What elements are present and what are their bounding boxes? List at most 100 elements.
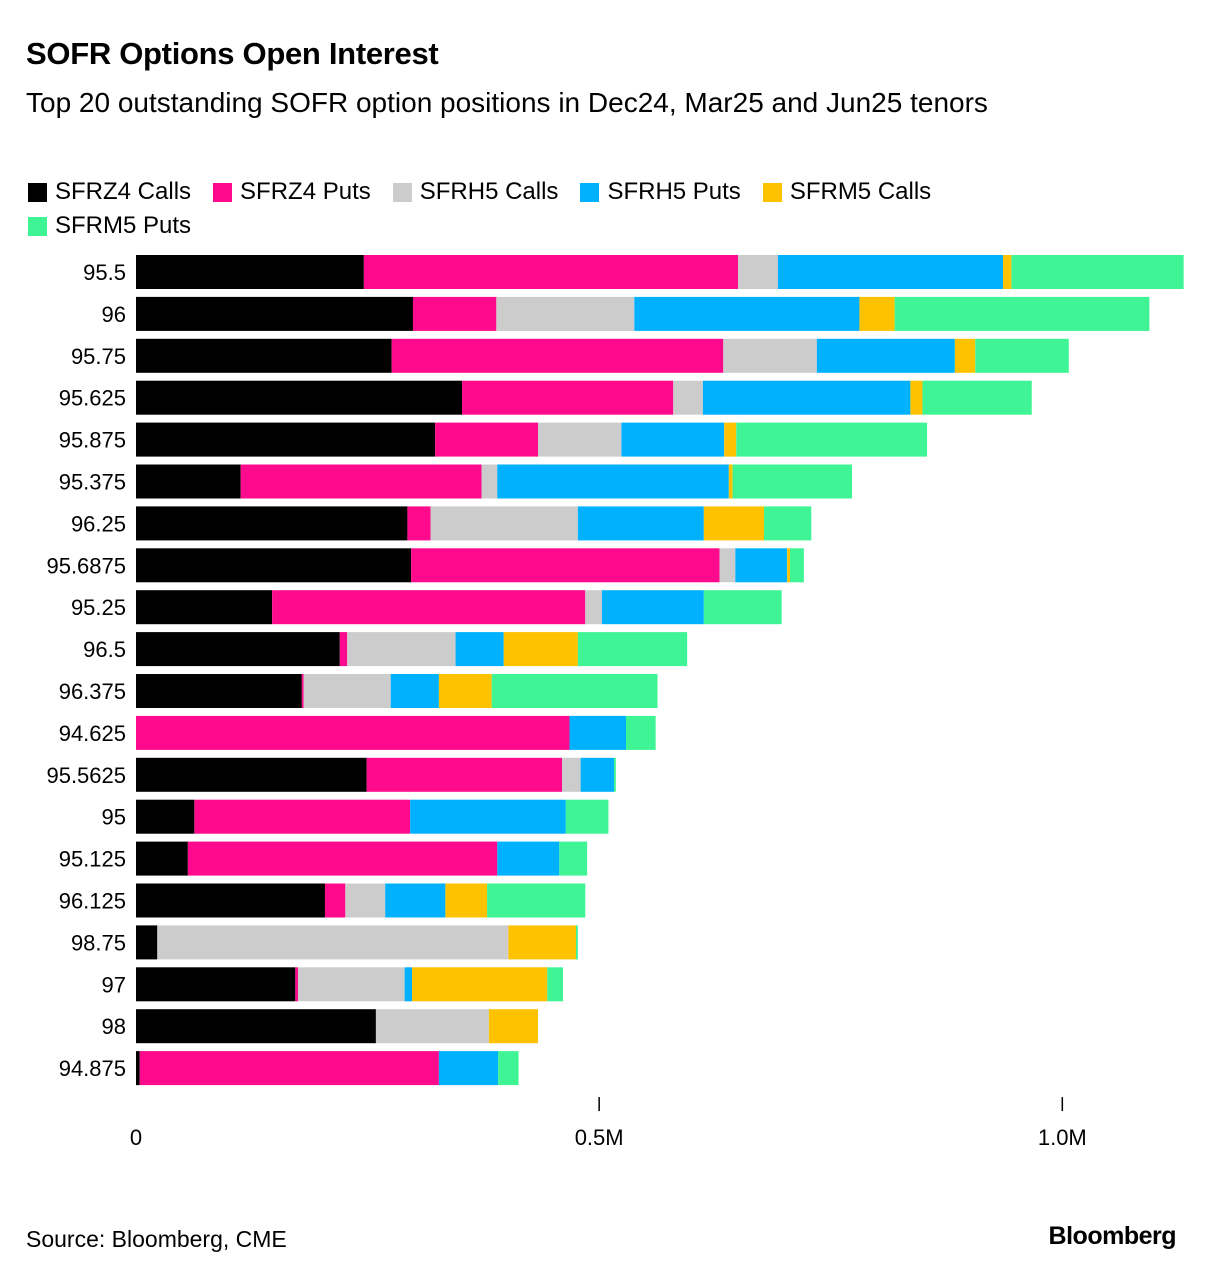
legend-label-sfrm5-puts: SFRM5 Puts <box>55 212 192 239</box>
source-note: Source: Bloomberg, CME <box>26 1226 287 1252</box>
category-label: 96.5 <box>83 637 126 662</box>
bar-segment-sfrh5-calls-95-75: SFRH5 Calls 95.75: 101000 <box>723 338 817 373</box>
bar-segment-sfrz4-puts-95-75: SFRZ4 Puts 95.75: 358000 <box>391 338 724 373</box>
bar-segment-sfrm5-puts-98-75: SFRM5 Puts 98.75: 2000 <box>576 925 578 960</box>
category-label: 95.25 <box>71 595 126 620</box>
bar-segment-sfrz4-calls-95-75: SFRZ4 Calls 95.75: 276000 <box>136 338 392 373</box>
bar-segment-sfrh5-puts-96: SFRH5 Puts 96: 243000 <box>634 296 860 331</box>
category-label: 95.875 <box>59 428 126 453</box>
legend-swatch-sfrz4-calls <box>28 182 47 202</box>
bar-segment-sfrz4-calls-95-875: SFRZ4 Calls 95.875: 323000 <box>136 422 436 457</box>
category-label: 94.875 <box>59 1056 126 1081</box>
bar-segment-sfrm5-puts-97: SFRM5 Puts 97: 17000 <box>547 967 564 1002</box>
category-label: 95.375 <box>59 470 126 495</box>
x-tick-label-0: 0 <box>130 1125 142 1150</box>
category-label: 95.75 <box>71 344 126 369</box>
bar-segment-sfrm5-puts-96-25: SFRM5 Puts 96.25: 51000 <box>764 506 812 541</box>
bar-row-96-375: 96.375 SFRZ4 Calls 96.375: 179000SFRZ4 Pu… <box>59 674 658 708</box>
bar-row-94-875: 94.875 SFRZ4 Calls 94.875: 4000SFRZ4 Puts… <box>59 1051 519 1086</box>
bar-segment-sfrz4-calls-98-75: SFRZ4 Calls 98.75: 23000 <box>136 925 158 960</box>
bar-segment-sfrz4-puts-97: SFRZ4 Puts 97: 3000 <box>295 967 299 1002</box>
bar-segment-sfrz4-calls-98: SFRZ4 Calls 98: 259000 <box>136 1009 376 1044</box>
category-label: 95.5 <box>83 260 126 285</box>
legend-item-sfrz4-calls: SFRZ4 Calls <box>28 178 191 206</box>
bar-row-96-5: 96.5 SFRZ4 Calls 96.5: 220000SFRZ4 Puts 9… <box>83 632 688 667</box>
bar-segment-sfrz4-puts-95-5: SFRZ4 Puts 95.5: 404000 <box>363 255 739 289</box>
bar-segment-sfrm5-puts-94-875: SFRM5 Puts 94.875: 22000 <box>498 1051 519 1086</box>
bar-segment-sfrm5-calls-95-625: SFRM5 Calls 95.625: 13000 <box>910 380 923 415</box>
bar-row-95-75: 95.75 SFRZ4 Calls 95.75: 276000SFRZ4 Puts… <box>71 338 1069 373</box>
bar-segment-sfrh5-calls-96-375: SFRH5 Calls 96.375: 94000 <box>303 674 391 708</box>
bar-row-95: 95 SFRZ4 Calls 95: 63000SFRZ4 Puts 95: 23… <box>102 799 609 834</box>
bar-segment-sfrz4-calls-96-5: SFRZ4 Calls 96.5: 220000 <box>136 632 340 667</box>
bar-segment-sfrh5-calls-95-625: SFRH5 Calls 95.625: 32000 <box>673 380 703 415</box>
bar-segment-sfrz4-calls-95-125: SFRZ4 Calls 95.125: 56000 <box>136 841 188 876</box>
category-label: 95.125 <box>59 847 126 872</box>
bar-segment-sfrz4-calls-95: SFRZ4 Calls 95: 63000 <box>136 799 195 834</box>
bar-segment-sfrm5-calls-96-5: SFRM5 Calls 96.5: 80000 <box>503 632 578 667</box>
bar-segment-sfrm5-puts-96-5: SFRM5 Puts 96.5: 118000 <box>577 632 688 667</box>
category-label: 95.6875 <box>46 553 126 578</box>
category-label: 96.25 <box>71 511 126 536</box>
bar-segment-sfrm5-calls-95-75: SFRM5 Calls 95.75: 22000 <box>954 338 976 373</box>
category-label: 95.5625 <box>46 763 126 788</box>
bar-segment-sfrz4-puts-96-25: SFRZ4 Puts 96.25: 25000 <box>407 506 431 541</box>
legend-label-sfrz4-puts: SFRZ4 Puts <box>240 178 371 205</box>
bar-segment-sfrh5-puts-96-5: SFRH5 Puts 96.5: 52000 <box>455 632 504 667</box>
bar-segment-sfrm5-calls-98-75: SFRM5 Calls 98.75: 73000 <box>508 925 576 960</box>
category-label: 98.75 <box>71 930 126 955</box>
bar-segment-sfrh5-calls-95-6875: SFRH5 Calls 95.6875: 17000 <box>719 548 736 583</box>
bar-row-95-5: 95.5 SFRZ4 Calls 95.5: 246000SFRZ4 Puts 9… <box>83 255 1184 289</box>
bar-segment-sfrz4-calls-96: SFRZ4 Calls 96: 299000 <box>136 296 413 331</box>
x-tick-label-0-5m: 0.5M <box>575 1125 624 1150</box>
legend-swatch-sfrz4-puts <box>213 182 233 202</box>
bar-segment-sfrm5-calls-96-125: SFRM5 Calls 96.125: 45000 <box>445 883 488 918</box>
category-label: 94.625 <box>59 721 126 746</box>
bar-row-96-125: 96.125 SFRZ4 Calls 96.125: 204000SFRZ4 Pu… <box>59 883 586 918</box>
legend-item-sfrm5-puts: SFRM5 Puts <box>28 212 191 240</box>
bar-row-96-25: 96.25 SFRZ4 Calls 96.25: 293000SFRZ4 Puts… <box>71 506 812 541</box>
bar-segment-sfrm5-calls-95-875: SFRM5 Calls 95.875: 13000 <box>724 422 737 457</box>
category-label: 96 <box>102 302 126 327</box>
bar-segment-sfrm5-calls-96: SFRM5 Calls 96: 38000 <box>859 296 895 331</box>
legend-item-sfrh5-calls: SFRH5 Calls <box>392 178 559 206</box>
bar-segment-sfrm5-puts-94-625: SFRM5 Puts 94.625: 32000 <box>626 715 656 750</box>
bar-segment-sfrh5-calls-96-125: SFRH5 Calls 96.125: 43000 <box>345 883 386 918</box>
bar-segment-sfrz4-puts-96-125: SFRZ4 Puts 96.125: 22000 <box>324 883 346 918</box>
category-label: 98 <box>102 1014 126 1039</box>
bar-segment-sfrh5-puts-95-25: SFRH5 Puts 95.25: 110000 <box>601 590 704 625</box>
bar-segment-sfrh5-puts-95-5625: SFRH5 Puts 95.5625: 36000 <box>580 757 614 792</box>
bar-row-97: 97 SFRZ4 Calls 97: 172000SFRZ4 Puts 97: 3… <box>102 967 564 1002</box>
bar-segment-sfrz4-puts-95-5625: SFRZ4 Puts 95.5625: 211000 <box>366 757 563 792</box>
bar-row-95-25: 95.25 SFRZ4 Calls 95.25: 147000SFRZ4 Puts… <box>71 590 782 625</box>
bar-segment-sfrm5-puts-95-125: SFRM5 Puts 95.125: 30000 <box>559 841 588 876</box>
bar-segment-sfrh5-puts-94-625: SFRH5 Puts 94.625: 61000 <box>569 715 627 750</box>
bar-segment-sfrh5-calls-95-375: SFRH5 Calls 95.375: 17000 <box>481 464 498 499</box>
bar-segment-sfrz4-puts-96-5: SFRZ4 Puts 96.5: 8000 <box>339 632 348 667</box>
bar-segment-sfrh5-calls-96: SFRH5 Calls 96: 149000 <box>496 296 635 331</box>
bar-segment-sfrz4-calls-95-25: SFRZ4 Calls 95.25: 147000 <box>136 590 273 625</box>
bar-segment-sfrz4-calls-96-125: SFRZ4 Calls 96.125: 204000 <box>136 883 325 918</box>
bar-segment-sfrm5-puts-95-625: SFRM5 Puts 95.625: 118000 <box>922 380 1032 415</box>
bar-segment-sfrh5-puts-95: SFRH5 Puts 95: 168000 <box>410 799 566 834</box>
bar-segment-sfrm5-puts-95-75: SFRM5 Puts 95.75: 101000 <box>975 338 1069 373</box>
bar-segment-sfrh5-puts-95-875: SFRH5 Puts 95.875: 111000 <box>621 422 725 457</box>
bar-segment-sfrh5-calls-95-5625: SFRH5 Calls 95.5625: 20000 <box>562 757 581 792</box>
legend-swatch-sfrh5-calls <box>392 182 412 202</box>
bar-segment-sfrh5-puts-95-125: SFRH5 Puts 95.125: 67000 <box>497 841 560 876</box>
bar-segment-sfrm5-calls-96-25: SFRM5 Calls 96.25: 65000 <box>703 506 765 541</box>
legend-label-sfrh5-calls: SFRH5 Calls <box>419 178 559 205</box>
bar-segment-sfrm5-calls-95-375: SFRM5 Calls 95.375: 4000 <box>728 464 733 499</box>
bar-segment-sfrm5-calls-96-375: SFRM5 Calls 96.375: 57000 <box>438 674 492 708</box>
category-label: 96.125 <box>59 889 126 914</box>
bar-segment-sfrh5-puts-96-25: SFRH5 Puts 96.25: 136000 <box>577 506 704 541</box>
bar-segment-sfrm5-puts-95: SFRM5 Puts 95: 46000 <box>565 799 609 834</box>
bar-segment-sfrm5-puts-95-5: SFRM5 Puts 95.5: 186000 <box>1011 255 1184 289</box>
bar-segment-sfrz4-calls-95-6875: SFRZ4 Calls 95.6875: 297000 <box>136 548 412 583</box>
legend-label-sfrm5-calls: SFRM5 Calls <box>789 178 932 205</box>
bar-segment-sfrz4-calls-97: SFRZ4 Calls 97: 172000 <box>136 967 296 1002</box>
bar-segment-sfrm5-puts-96: SFRM5 Puts 96: 275000 <box>894 296 1150 331</box>
bar-row-95-125: 95.125 SFRZ4 Calls 95.125: 56000SFRZ4 Put… <box>59 841 588 876</box>
x-tick-label-1-0m: 1.0M <box>1038 1125 1087 1150</box>
bar-segment-sfrh5-calls-97: SFRH5 Calls 97: 115000 <box>298 967 405 1002</box>
